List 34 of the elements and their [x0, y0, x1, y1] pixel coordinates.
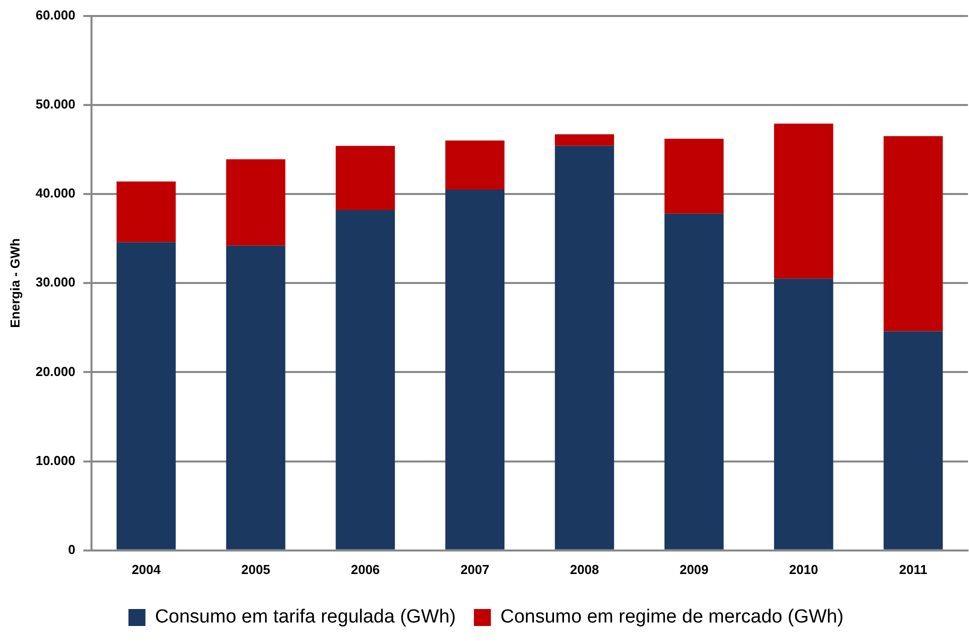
x-tick-label: 2008 — [570, 562, 599, 577]
y-tick-label: 40.000 — [36, 186, 76, 201]
legend-label: Consumo em regime de mercado (GWh) — [500, 606, 844, 628]
x-tick-label: 2004 — [132, 562, 162, 577]
x-tick-label: 2009 — [680, 562, 709, 577]
x-tick-label: 2010 — [789, 562, 818, 577]
bar — [336, 146, 395, 210]
bar — [445, 190, 504, 550]
bar — [774, 278, 834, 550]
bar — [226, 159, 286, 246]
bar — [884, 331, 943, 550]
legend-label: Consumo em tarifa regulada (GWh) — [154, 606, 456, 628]
bar — [336, 210, 395, 550]
y-tick-label: 50.000 — [36, 96, 76, 112]
y-tick-label: 20.000 — [36, 364, 76, 379]
bar — [554, 146, 614, 550]
x-tick-label: 2007 — [460, 562, 490, 577]
x-tick-label: 2006 — [350, 562, 380, 577]
y-axis-title: Energia - GWh — [7, 238, 22, 328]
x-tick-label: 2011 — [899, 562, 928, 577]
bar — [226, 246, 286, 550]
x-tick-label: 2005 — [241, 562, 270, 577]
y-tick-label: 60.000 — [36, 7, 76, 22]
bar — [554, 134, 614, 146]
bar — [664, 138, 724, 214]
bar — [884, 136, 943, 332]
bar — [774, 124, 834, 279]
bar — [664, 214, 724, 550]
bar — [116, 182, 176, 242]
y-tick-label: 10.000 — [36, 452, 76, 468]
y-tick-label: 0 — [68, 542, 76, 557]
bar — [116, 242, 176, 550]
y-tick-label: 30.000 — [36, 274, 76, 290]
bar — [445, 140, 504, 190]
